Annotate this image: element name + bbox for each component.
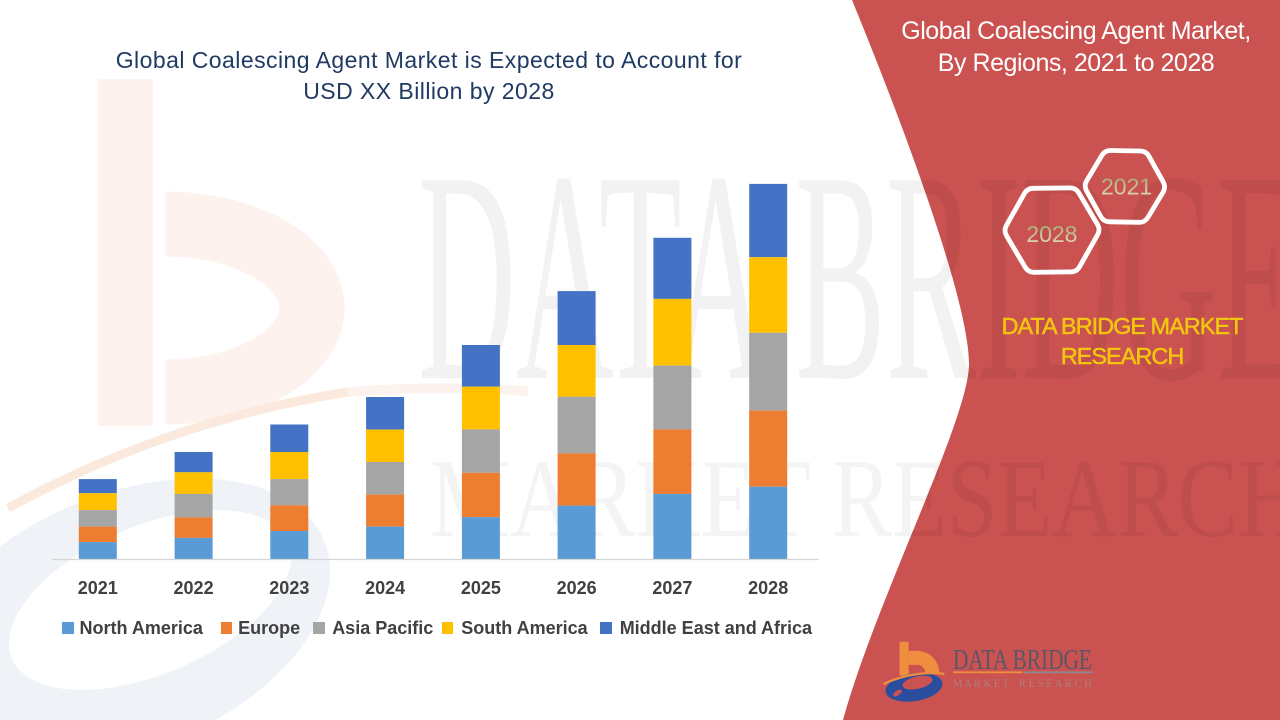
svg-text:M A R K E T: M A R K E T — [953, 678, 1009, 690]
svg-text:2028: 2028 — [1026, 221, 1077, 247]
svg-text:DATA BRIDGE: DATA BRIDGE — [953, 645, 1092, 676]
svg-text:2021: 2021 — [1101, 174, 1152, 200]
svg-text:R E S E A R C H: R E S E A R C H — [1019, 678, 1092, 690]
